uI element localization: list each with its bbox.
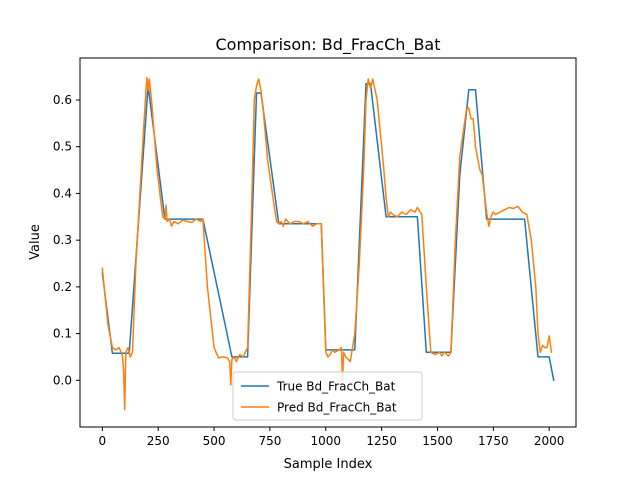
x-tick-label: 1250 <box>366 434 397 448</box>
y-tick-label: 0.3 <box>53 233 72 247</box>
x-tick-label: 500 <box>203 434 226 448</box>
series-line-pred <box>101 76 553 411</box>
x-tick-label: 250 <box>147 434 170 448</box>
chart-title: Comparison: Bd_FracCh_Bat <box>216 35 441 55</box>
x-axis-ticks: 0 250 500 750 1000 1250 1500 1750 2000 <box>99 427 565 448</box>
y-tick-label: 0.0 <box>53 373 72 387</box>
x-axis-label: Sample Index <box>284 457 373 472</box>
x-tick-label: 0 <box>99 434 107 448</box>
x-tick-label: 2000 <box>534 434 565 448</box>
y-tick-label: 0.4 <box>53 186 72 200</box>
y-tick-label: 0.5 <box>53 140 72 154</box>
y-tick-label: 0.2 <box>53 280 72 294</box>
x-tick-label: 1000 <box>310 434 341 448</box>
legend-label: True Bd_FracCh_Bat <box>276 380 396 394</box>
legend-label: Pred Bd_FracCh_Bat <box>277 401 397 415</box>
series-layer <box>101 76 555 411</box>
plot-frame <box>79 57 577 428</box>
x-tick-label: 750 <box>258 434 281 448</box>
y-axis-label: Value <box>28 224 43 260</box>
x-tick-label: 1750 <box>478 434 509 448</box>
y-tick-label: 0.1 <box>53 327 72 341</box>
legend-box <box>232 371 423 421</box>
y-tick-label: 0.6 <box>53 93 72 107</box>
legend: True Bd_FracCh_Bat Pred Bd_FracCh_Bat <box>232 371 423 421</box>
x-tick-label: 1500 <box>422 434 453 448</box>
y-axis-ticks: 0.0 0.1 0.2 0.3 0.4 0.5 0.6 <box>53 93 80 387</box>
